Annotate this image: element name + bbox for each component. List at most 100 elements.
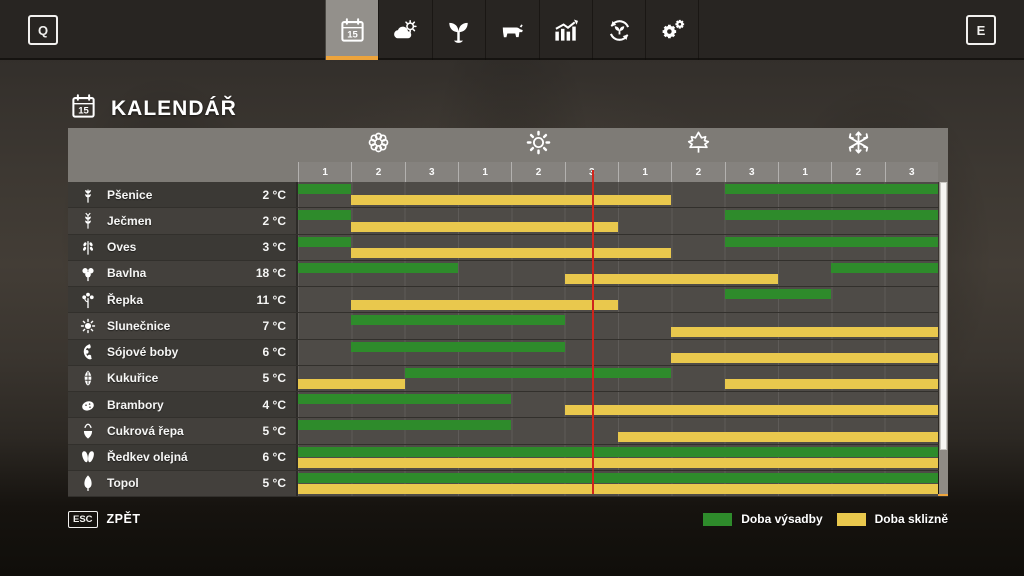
crop-label: Kukuřice 5 °C bbox=[68, 365, 298, 391]
snowflake-icon bbox=[845, 129, 872, 161]
crop-label: Topol 5 °C bbox=[68, 470, 298, 496]
tab-crops[interactable] bbox=[431, 0, 485, 60]
crop-name: Řepka bbox=[107, 292, 144, 307]
esc-key[interactable]: ESC bbox=[68, 510, 98, 528]
crop-chart bbox=[298, 339, 938, 365]
month-cell: 3 bbox=[884, 162, 938, 182]
crop-label: Cukrová řepa 5 °C bbox=[68, 418, 298, 444]
legend-plant-swatch bbox=[703, 512, 733, 526]
crop-row: Brambory 4 °C bbox=[68, 392, 948, 419]
calendar-icon: 15 bbox=[70, 93, 97, 125]
radish-icon bbox=[76, 447, 100, 467]
month-cell: 2 bbox=[351, 162, 404, 182]
crop-label: Pšenice 2 °C bbox=[68, 182, 298, 208]
plant-bar bbox=[298, 446, 938, 457]
season-winter bbox=[778, 128, 938, 162]
crop-temp: 2 °C bbox=[262, 213, 286, 228]
crop-temp: 4 °C bbox=[262, 397, 286, 412]
crop-row: Pšenice 2 °C bbox=[68, 182, 948, 209]
plant-bar bbox=[351, 341, 565, 352]
crop-chart bbox=[298, 470, 938, 496]
crop-name: Bavlna bbox=[107, 266, 147, 281]
crop-label: Oves 3 °C bbox=[68, 234, 298, 260]
crop-chart bbox=[298, 208, 938, 234]
month-cell: 2 bbox=[511, 162, 564, 182]
tab-production[interactable] bbox=[591, 0, 645, 60]
crop-row: Slunečnice 7 °C bbox=[68, 313, 948, 340]
cotton-icon bbox=[76, 263, 100, 283]
legend-harvest-label: Doba sklizně bbox=[874, 512, 948, 526]
sunflower-icon bbox=[76, 316, 100, 336]
soybean-icon bbox=[76, 342, 100, 362]
top-bar: Q 15 E bbox=[0, 0, 1024, 60]
svg-text:15: 15 bbox=[78, 106, 89, 117]
crop-temp: 11 °C bbox=[256, 292, 286, 307]
crop-name: Kukuřice bbox=[107, 371, 159, 386]
harvest-bar bbox=[351, 300, 618, 311]
crop-name: Brambory bbox=[107, 397, 164, 412]
crop-temp: 5 °C bbox=[262, 371, 286, 386]
crop-row: Sójové boby 6 °C bbox=[68, 339, 948, 366]
plant-bar bbox=[298, 420, 512, 431]
plant-bar bbox=[404, 367, 672, 378]
plant-bar bbox=[298, 394, 512, 404]
tab-animals[interactable] bbox=[485, 0, 538, 60]
plant-bar bbox=[831, 262, 938, 273]
crop-chart bbox=[298, 182, 938, 208]
harvest-bar bbox=[351, 247, 672, 258]
crop-label: Slunečnice 7 °C bbox=[68, 313, 298, 339]
tab-calendar[interactable]: 15 bbox=[325, 0, 379, 60]
crop-temp: 18 °C bbox=[255, 266, 286, 281]
legend-plant-label: Doba výsadby bbox=[741, 512, 823, 526]
tab-weather[interactable] bbox=[378, 0, 431, 60]
barley-icon bbox=[76, 211, 100, 231]
crop-label: Ředkev olejná 6 °C bbox=[68, 444, 298, 470]
month-cell: 3 bbox=[724, 162, 778, 182]
crop-row: Kukuřice 5 °C bbox=[68, 365, 948, 392]
menu-tabs: 15 bbox=[325, 0, 699, 60]
calendar-icon: 15 bbox=[339, 17, 366, 44]
crop-temp: 6 °C bbox=[262, 345, 286, 360]
oat-icon bbox=[76, 237, 100, 257]
plant-bar bbox=[298, 472, 938, 483]
season-summer bbox=[458, 128, 618, 162]
crop-name: Sójové boby bbox=[107, 345, 179, 360]
plant-bar bbox=[298, 262, 458, 273]
plant-bar bbox=[298, 184, 352, 194]
bottom-bar: ESC ZPĚT Doba výsadby Doba sklizně bbox=[68, 507, 948, 531]
calendar-header: 123123123123 bbox=[68, 128, 948, 182]
tab-settings[interactable] bbox=[645, 0, 699, 60]
plant-bar bbox=[724, 236, 938, 247]
crop-row: Cukrová řepa 5 °C bbox=[68, 418, 948, 445]
back-label: ZPĚT bbox=[106, 512, 141, 526]
season-spring bbox=[298, 128, 458, 162]
crop-label: Ječmen 2 °C bbox=[68, 208, 298, 234]
plant-bar bbox=[298, 236, 352, 247]
corn-icon bbox=[76, 368, 100, 388]
crop-temp: 6 °C bbox=[262, 450, 286, 465]
crop-temp: 5 °C bbox=[262, 423, 286, 438]
crop-name: Ječmen bbox=[107, 213, 152, 228]
key-hint-e[interactable]: E bbox=[966, 15, 996, 45]
harvest-bar bbox=[564, 405, 938, 416]
season-header bbox=[298, 128, 938, 162]
page-title: KALENDÁŘ bbox=[111, 97, 237, 120]
crop-label: Brambory 4 °C bbox=[68, 392, 298, 418]
tab-statistics[interactable] bbox=[538, 0, 592, 60]
scrollbar[interactable] bbox=[939, 182, 948, 494]
wheat-icon bbox=[76, 185, 100, 205]
harvest-bar bbox=[724, 379, 938, 389]
crop-temp: 2 °C bbox=[262, 187, 286, 202]
crop-row: Ječmen 2 °C bbox=[68, 208, 948, 235]
scrollbar-thumb[interactable] bbox=[940, 182, 947, 451]
page-header: 15 KALENDÁŘ bbox=[70, 93, 237, 125]
plant-bar bbox=[351, 315, 565, 326]
key-hint-q[interactable]: Q bbox=[28, 15, 58, 45]
crop-chart bbox=[298, 444, 938, 470]
legend-harvest-swatch bbox=[836, 512, 866, 526]
crop-name: Cukrová řepa bbox=[107, 423, 184, 438]
month-cell: 2 bbox=[831, 162, 884, 182]
plant-bar bbox=[298, 210, 352, 221]
sprout-icon bbox=[445, 17, 472, 44]
